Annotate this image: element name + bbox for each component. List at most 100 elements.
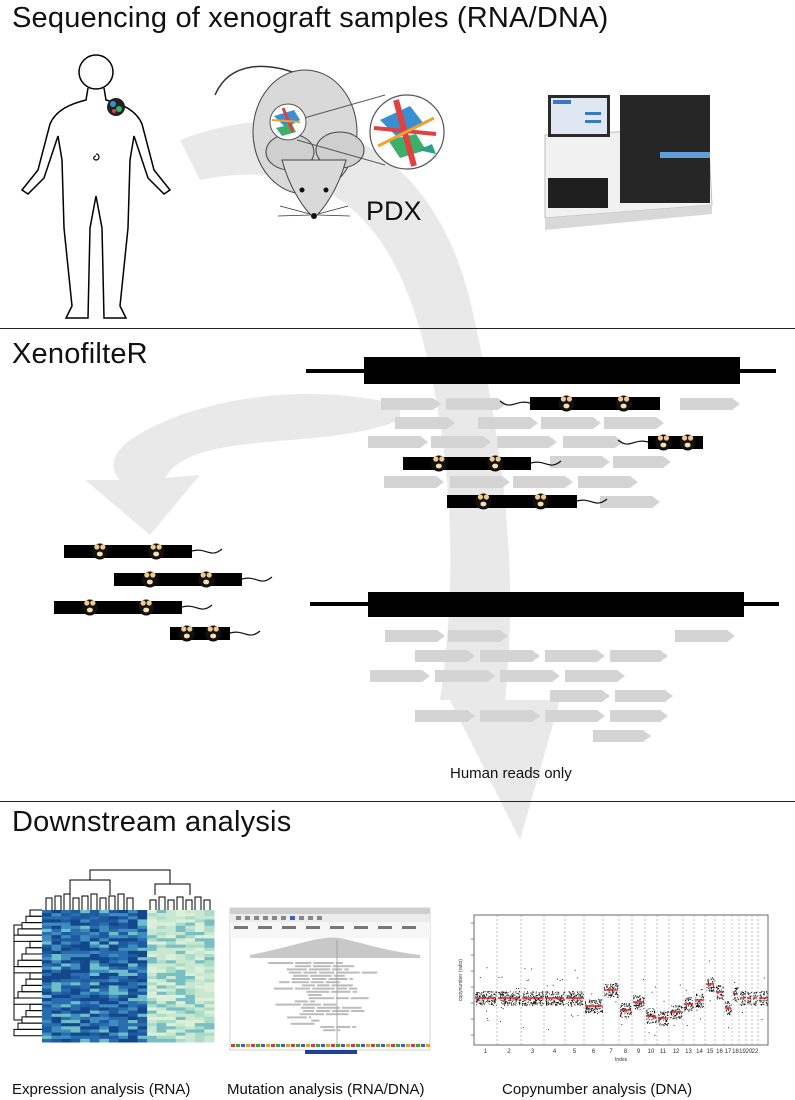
cn-point	[719, 998, 720, 1000]
cn-point	[475, 999, 477, 1001]
cn-point	[710, 978, 712, 980]
heatmap-cell	[185, 957, 196, 961]
cn-point	[500, 992, 502, 994]
cn-point	[650, 1013, 651, 1015]
heatmap-cell	[118, 916, 129, 920]
heatmap-cell	[80, 982, 91, 986]
cn-point	[485, 996, 486, 998]
cn-point	[696, 993, 698, 995]
aligned-read	[313, 962, 334, 964]
cn-point	[588, 1010, 590, 1012]
cn-point	[737, 999, 739, 1000]
cn-point	[483, 995, 485, 997]
cn-point	[701, 993, 703, 995]
heatmap-cell	[70, 954, 81, 958]
cn-point	[524, 991, 525, 993]
sequence-base	[366, 1044, 370, 1047]
cn-point	[734, 988, 736, 990]
heatmap-cell	[51, 1026, 62, 1030]
heatmap-cell	[137, 954, 148, 958]
heatmap-cell	[128, 957, 139, 961]
cn-point	[539, 994, 541, 996]
cn-point	[555, 1004, 556, 1006]
heatmap-cell	[89, 947, 100, 952]
heatmap-cell	[137, 963, 148, 968]
heatmap-cell	[89, 985, 100, 990]
cn-point	[563, 993, 565, 995]
heatmap-cell	[128, 982, 139, 986]
heatmap-cell	[70, 941, 81, 946]
cn-point	[690, 1005, 692, 1007]
cn-point	[542, 993, 544, 995]
cn-point	[628, 1016, 630, 1018]
cn-point	[479, 998, 480, 1000]
cn-point	[734, 1000, 736, 1002]
heatmap-cell	[185, 988, 196, 993]
mouse-ear	[181, 626, 187, 632]
cn-point	[542, 991, 544, 992]
cn-point	[605, 994, 607, 996]
cn-point	[556, 1004, 557, 1006]
cn-point	[763, 977, 765, 979]
cn-point	[671, 1013, 672, 1014]
cn-point	[616, 992, 618, 994]
cn-point	[575, 1002, 577, 1004]
heatmap-cell	[61, 919, 72, 924]
x-axis-label: Index	[615, 1057, 628, 1063]
cn-point	[576, 994, 577, 996]
heatmap-cell	[194, 957, 205, 961]
cn-point	[748, 992, 750, 994]
cn-point	[598, 1011, 600, 1013]
aligned-read	[336, 971, 360, 974]
cn-point	[666, 1025, 668, 1026]
heatmap-cell	[194, 1001, 205, 1005]
heatmap-cell	[194, 966, 205, 971]
cn-point	[490, 995, 492, 997]
cn-point	[639, 1003, 641, 1005]
cn-point	[708, 990, 710, 992]
heatmap-cell	[128, 1029, 139, 1034]
cn-point	[760, 996, 762, 998]
cn-point	[636, 996, 638, 998]
heatmap-cell	[70, 1010, 81, 1015]
cn-point	[759, 995, 761, 997]
heatmap-cell	[128, 966, 139, 971]
cn-point	[490, 995, 492, 997]
cn-point	[617, 993, 618, 995]
cn-point	[550, 1003, 552, 1005]
cn-point	[477, 1000, 479, 1001]
heatmap-cell	[166, 919, 177, 924]
heatmap-cell	[166, 957, 177, 961]
cn-point	[730, 1009, 732, 1011]
heatmap-cell	[70, 1035, 81, 1040]
cn-point	[488, 1003, 490, 1005]
read-arrow	[370, 670, 430, 682]
cn-point	[576, 1000, 578, 1002]
sequence-base	[231, 1044, 235, 1047]
cn-point	[621, 1008, 623, 1010]
heatmap-cell	[108, 963, 119, 968]
cn-point	[535, 1000, 537, 1002]
heatmap-cell	[128, 979, 139, 983]
cn-point	[729, 1014, 731, 1016]
heatmap-cell	[42, 998, 53, 1002]
cn-point	[611, 988, 613, 990]
cn-point	[541, 999, 543, 1001]
heatmap-cell	[166, 1010, 177, 1015]
cn-point	[485, 993, 487, 995]
heatmap-cell	[118, 985, 129, 990]
cn-point	[518, 993, 520, 994]
cn-point	[572, 999, 574, 1001]
cn-point	[534, 1003, 535, 1005]
heatmap-cell	[51, 938, 62, 942]
heatmap-cell	[118, 954, 129, 958]
heatmap-cell	[42, 972, 53, 977]
heatmap-cell	[194, 969, 205, 974]
heatmap-cell	[147, 941, 158, 946]
cn-point	[625, 1005, 627, 1007]
cn-point	[514, 998, 516, 1000]
cn-point	[483, 1001, 485, 1002]
heatmap-cell	[42, 1020, 53, 1024]
cn-point	[486, 1001, 488, 1002]
